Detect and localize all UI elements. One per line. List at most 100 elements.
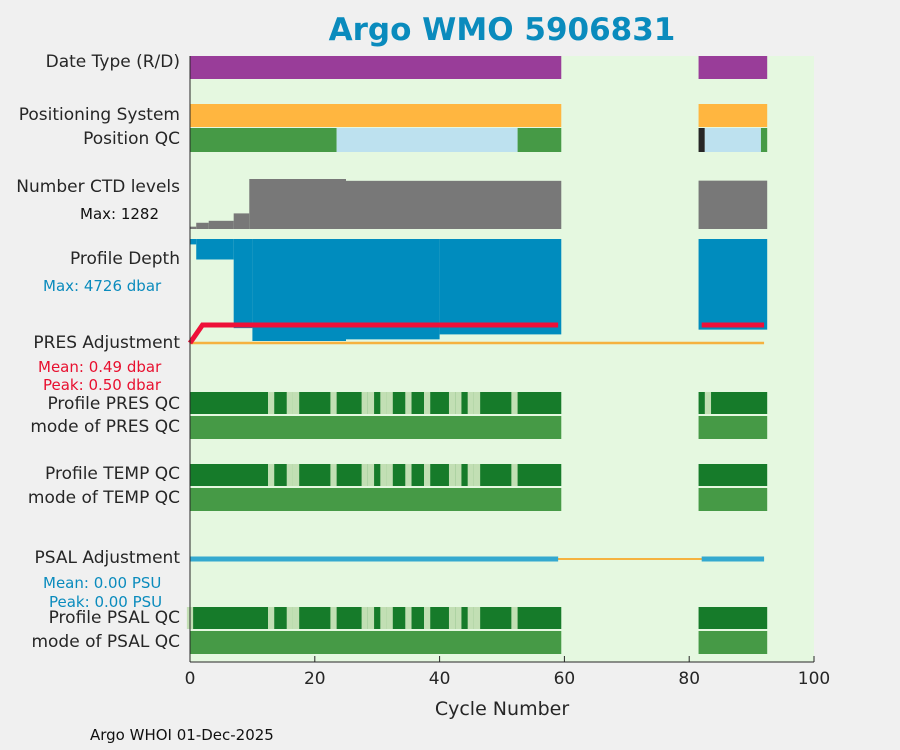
position-qc-bar-2 <box>517 128 562 152</box>
profile-temp-qc-bar-0 <box>190 464 562 486</box>
profile-temp-qc-light-31 <box>380 464 387 486</box>
mode-psal-qc-bar-0 <box>190 631 562 654</box>
label-mode-pres-qc: mode of PRES QC <box>30 417 180 437</box>
profile-temp-qc-light-32 <box>386 464 393 486</box>
profile-pres-qc-light-83 <box>704 392 712 414</box>
x-tick-label-60: 60 <box>554 669 576 689</box>
x-axis-label: Cycle Number <box>434 698 570 720</box>
position-qc-bar-5 <box>760 128 768 152</box>
profile-psal-qc-light-42 <box>448 607 456 629</box>
profile-temp-qc-light-43 <box>455 464 462 486</box>
ctd-level-bar-4 <box>249 179 346 229</box>
profile-psal-qc-light-46 <box>473 607 481 629</box>
profile-psal-qc-bar-1 <box>698 607 768 629</box>
profile-pres-qc-light-52 <box>511 392 518 414</box>
profile-temp-qc-light-52 <box>511 464 518 486</box>
ctd-level-bar-1 <box>196 222 209 229</box>
profile-pres-qc-bar-0 <box>190 392 562 414</box>
label-psal-peak: Peak: 0.00 PSU <box>49 593 163 611</box>
ctd-level-bar-2 <box>208 220 234 229</box>
position-qc-bar-0 <box>190 128 337 152</box>
footer-text: Argo WHOI 01-Dec-2025 <box>90 726 274 744</box>
profile-psal-qc-light-43 <box>455 607 462 629</box>
label-profile-psal-qc: Profile PSAL QC <box>48 608 180 628</box>
profile-temp-qc-light-35 <box>405 464 412 486</box>
profile-psal-qc-light-32 <box>386 607 393 629</box>
profile-pres-qc-light-42 <box>448 392 456 414</box>
profile-temp-qc-light-13 <box>268 464 275 486</box>
label-pres-peak: Peak: 0.50 dbar <box>43 376 162 394</box>
profile-temp-qc-light-38 <box>424 464 431 486</box>
position-qc-bar-4 <box>704 128 761 152</box>
label-profile-temp-qc: Profile TEMP QC <box>45 464 180 484</box>
profile-pres-qc-light-31 <box>380 392 387 414</box>
profile-psal-qc-light-52 <box>511 607 518 629</box>
profile-temp-qc-light-46 <box>473 464 481 486</box>
profile-depth-bar-1 <box>196 239 234 260</box>
profile-psal-qc-light-28 <box>361 607 368 629</box>
profile-pres-qc-light-13 <box>268 392 275 414</box>
profile-pres-qc-bar-1 <box>698 392 768 414</box>
profile-psal-qc-light-38 <box>424 607 431 629</box>
ctd-level-bar-3 <box>233 213 250 229</box>
x-tick-label-40: 40 <box>429 669 451 689</box>
profile-depth-bar-6 <box>698 239 768 330</box>
label-position-qc: Position QC <box>83 129 180 149</box>
mode-temp-qc-bar-1 <box>698 488 768 511</box>
profile-pres-qc-light-43 <box>455 392 462 414</box>
label-psal-adjustment: PSAL Adjustment <box>34 548 180 568</box>
profile-pres-qc-light-23 <box>330 392 337 414</box>
label-profile-depth: Profile Depth <box>69 249 180 269</box>
profile-temp-qc-light-29 <box>367 464 375 486</box>
profile-pres-qc-light-46 <box>473 392 481 414</box>
label-ctd-max: Max: 1282 <box>80 205 160 223</box>
profile-psal-qc-light-45 <box>467 607 474 629</box>
profile-pres-qc-light-28 <box>361 392 368 414</box>
profile-psal-qc-light-29 <box>367 607 375 629</box>
pres-adjustment-line-0 <box>187 322 559 345</box>
chart-title: Argo WMO 5906831 <box>328 12 676 48</box>
profile-temp-qc-light-45 <box>467 464 474 486</box>
ctd-level-bar-6 <box>698 180 768 229</box>
data-type-bar-0 <box>190 56 562 79</box>
ctd-level-bar-5 <box>346 180 562 229</box>
mode-psal-qc-bar-1 <box>698 631 768 654</box>
label-depth-max: Max: 4726 dbar <box>43 277 162 295</box>
profile-pres-qc-light-32 <box>386 392 393 414</box>
mode-temp-qc-bar-0 <box>190 488 562 511</box>
mode-pres-qc-bar-1 <box>698 416 768 439</box>
x-tick-label-0: 0 <box>185 669 196 689</box>
profile-pres-qc-light-29 <box>367 392 375 414</box>
profile-depth-bar-5 <box>439 239 562 335</box>
profile-psal-qc-light-13 <box>268 607 275 629</box>
label-pres-adjustment: PRES Adjustment <box>33 333 180 353</box>
profile-temp-qc-light-16 <box>286 464 293 486</box>
label-profile-pres-qc: Profile PRES QC <box>47 394 180 414</box>
ctd-level-bar-0 <box>190 226 197 229</box>
label-mode-temp-qc: mode of TEMP QC <box>27 488 180 508</box>
x-tick-label-80: 80 <box>678 669 700 689</box>
profile-pres-qc-light-38 <box>424 392 431 414</box>
x-tick-label-20: 20 <box>304 669 326 689</box>
profile-pres-qc-light-35 <box>405 392 412 414</box>
profile-temp-qc-light-17 <box>292 464 300 486</box>
profile-temp-qc-light-28 <box>361 464 368 486</box>
label-ctd-levels: Number CTD levels <box>16 177 180 197</box>
profile-pres-qc-light-17 <box>292 392 300 414</box>
positioning-bar-1 <box>698 104 768 127</box>
profile-temp-qc-light-42 <box>448 464 456 486</box>
profile-psal-qc-light-35 <box>405 607 412 629</box>
position-qc-bar-3 <box>698 128 705 152</box>
profile-psal-qc-bar-0 <box>190 607 562 629</box>
profile-temp-qc-bar-1 <box>698 464 768 486</box>
profile-psal-qc-light-17 <box>292 607 300 629</box>
profile-pres-qc-light-16 <box>286 392 293 414</box>
profile-temp-qc-light-23 <box>330 464 337 486</box>
x-tick-label-100: 100 <box>798 669 830 689</box>
profile-psal-qc-light-23 <box>330 607 337 629</box>
label-psal-mean: Mean: 0.00 PSU <box>43 574 162 592</box>
profile-psal-qc-light-16 <box>286 607 293 629</box>
label-mode-psal-qc: mode of PSAL QC <box>31 632 180 652</box>
label-data-type: Date Type (R/D) <box>45 52 180 72</box>
